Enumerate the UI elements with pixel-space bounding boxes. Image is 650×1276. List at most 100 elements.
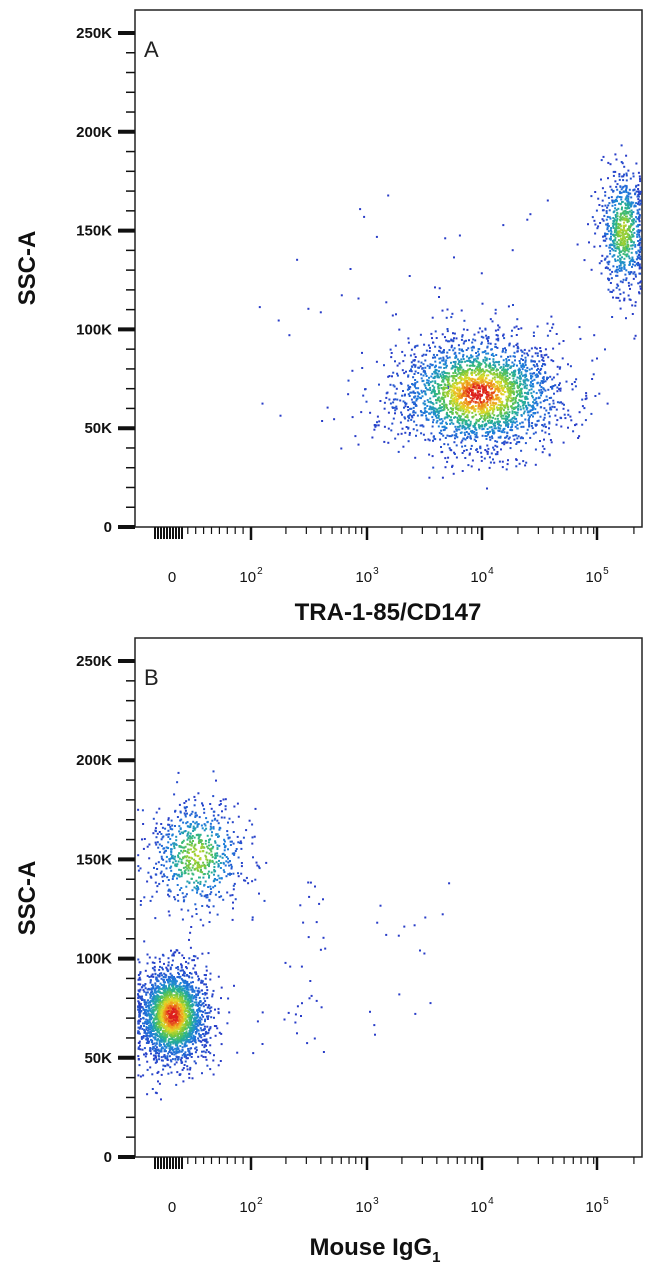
event-dot bbox=[189, 823, 192, 826]
event-dot bbox=[171, 982, 174, 985]
event-dot bbox=[429, 381, 432, 384]
event-dot bbox=[217, 822, 220, 825]
event-dot bbox=[625, 186, 628, 189]
event-dot bbox=[200, 1023, 203, 1026]
event-dot bbox=[623, 243, 626, 246]
event-dot bbox=[414, 379, 417, 381]
event-dot bbox=[478, 399, 481, 402]
event-dot bbox=[472, 381, 475, 383]
event-dot bbox=[604, 239, 607, 242]
event-dot bbox=[543, 438, 545, 441]
event-dot bbox=[549, 375, 552, 378]
event-dot bbox=[538, 360, 541, 363]
event-dot bbox=[489, 416, 492, 419]
event-dot bbox=[146, 1093, 149, 1096]
event-dot bbox=[161, 966, 163, 969]
event-dot bbox=[185, 885, 188, 888]
event-dot bbox=[455, 375, 458, 377]
event-dot bbox=[470, 444, 473, 447]
event-dot bbox=[637, 224, 640, 226]
event-dot bbox=[174, 977, 176, 980]
event-dot bbox=[552, 347, 555, 350]
event-dot bbox=[171, 833, 174, 836]
event-dot bbox=[468, 387, 471, 390]
event-dot bbox=[148, 1049, 151, 1052]
event-dot bbox=[139, 1075, 142, 1078]
event-dot bbox=[468, 402, 471, 405]
event-dot bbox=[497, 407, 500, 409]
event-dot bbox=[202, 1010, 205, 1013]
event-dot bbox=[185, 980, 187, 983]
event-dot bbox=[617, 239, 620, 242]
event-dot bbox=[625, 196, 628, 199]
event-dot bbox=[594, 191, 597, 193]
event-dot bbox=[193, 964, 196, 967]
event-dot bbox=[145, 1014, 148, 1017]
event-dot bbox=[452, 339, 455, 342]
event-dot bbox=[187, 825, 190, 828]
event-dot bbox=[516, 318, 519, 321]
event-dot bbox=[450, 338, 453, 341]
event-dot bbox=[435, 369, 438, 372]
event-dot bbox=[501, 466, 504, 469]
event-dot bbox=[206, 904, 209, 907]
event-dot bbox=[486, 487, 488, 490]
event-dot bbox=[513, 326, 516, 329]
event-dot bbox=[606, 222, 609, 225]
event-dot bbox=[558, 342, 561, 345]
event-dot bbox=[620, 261, 623, 264]
event-dot bbox=[542, 425, 545, 428]
event-dot bbox=[516, 437, 519, 440]
event-dot bbox=[183, 979, 186, 982]
event-dot bbox=[471, 459, 474, 462]
event-dot bbox=[411, 416, 414, 419]
event-dot bbox=[145, 1001, 148, 1004]
event-dot bbox=[622, 278, 625, 281]
event-dot bbox=[503, 427, 506, 430]
event-dot bbox=[215, 1025, 218, 1028]
event-dot bbox=[203, 829, 206, 832]
event-dot bbox=[183, 974, 186, 977]
event-dot bbox=[405, 426, 408, 428]
event-dot bbox=[511, 417, 514, 420]
event-dot bbox=[412, 363, 415, 366]
event-dot bbox=[473, 371, 476, 374]
event-dot bbox=[143, 984, 146, 987]
event-dot bbox=[512, 365, 515, 367]
event-dot bbox=[473, 422, 476, 425]
event-dot bbox=[464, 416, 467, 418]
event-dot bbox=[493, 371, 496, 374]
event-dot bbox=[514, 359, 516, 362]
event-dot bbox=[621, 216, 624, 219]
event-dot bbox=[212, 795, 215, 798]
event-dot bbox=[542, 356, 545, 359]
event-dot bbox=[146, 962, 149, 965]
event-dot bbox=[144, 1035, 147, 1038]
event-dot bbox=[160, 1048, 163, 1051]
event-dot bbox=[575, 378, 578, 381]
event-dot bbox=[487, 420, 490, 423]
event-dot bbox=[478, 413, 481, 416]
event-dot bbox=[515, 334, 518, 336]
event-dot bbox=[605, 233, 608, 236]
event-dot bbox=[360, 411, 363, 414]
event-dot bbox=[206, 1006, 209, 1009]
event-dot bbox=[531, 379, 534, 382]
event-dot bbox=[218, 835, 220, 838]
event-dot bbox=[414, 395, 417, 398]
event-dot bbox=[478, 371, 481, 374]
event-dot bbox=[170, 819, 173, 822]
event-dot bbox=[480, 401, 482, 404]
event-dot bbox=[513, 401, 516, 404]
event-dot bbox=[453, 347, 456, 350]
event-dot bbox=[496, 380, 499, 383]
event-dot bbox=[478, 468, 480, 471]
event-dot bbox=[518, 377, 521, 380]
event-dot bbox=[625, 154, 628, 157]
event-dot bbox=[445, 423, 448, 425]
event-dot bbox=[407, 386, 410, 389]
event-dot bbox=[554, 384, 557, 387]
event-dot bbox=[145, 1008, 148, 1011]
event-dot bbox=[517, 386, 520, 389]
